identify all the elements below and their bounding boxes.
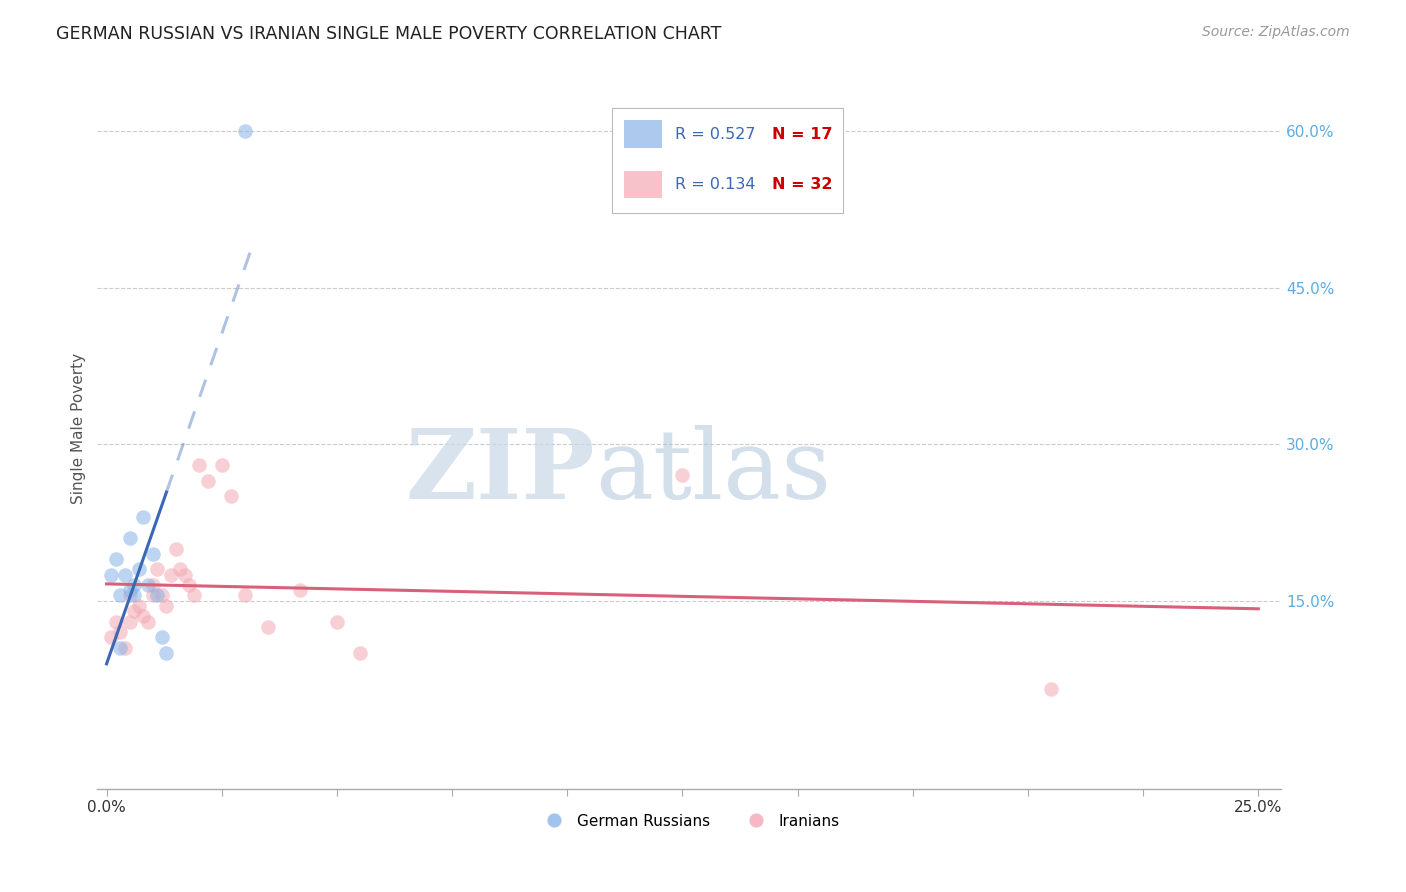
Legend: German Russians, Iranians: German Russians, Iranians [533, 807, 846, 835]
Text: N = 17: N = 17 [772, 127, 832, 142]
Point [100, 630, 122, 644]
Point [256, 620, 278, 634]
Point [118, 589, 141, 603]
Point [671, 468, 693, 483]
Point [187, 458, 209, 472]
Point [110, 589, 132, 603]
Text: Source: ZipAtlas.com: Source: ZipAtlas.com [1202, 25, 1350, 39]
Point [122, 578, 145, 592]
Point [128, 562, 150, 576]
Point [118, 583, 141, 598]
Point [128, 599, 150, 613]
Point [118, 615, 141, 629]
Point [136, 578, 159, 592]
Point [142, 589, 165, 603]
Point [142, 547, 165, 561]
Point [146, 589, 169, 603]
Point [179, 578, 201, 592]
Text: R = 0.134: R = 0.134 [675, 177, 755, 192]
Point [118, 531, 141, 545]
Point [173, 567, 195, 582]
Point [326, 615, 349, 629]
Y-axis label: Single Male Poverty: Single Male Poverty [72, 353, 86, 504]
Point [122, 589, 145, 603]
Point [122, 604, 145, 618]
Text: ZIP: ZIP [405, 425, 595, 519]
Point [211, 458, 233, 472]
Point [165, 541, 187, 556]
Point [183, 589, 205, 603]
Text: GERMAN RUSSIAN VS IRANIAN SINGLE MALE POVERTY CORRELATION CHART: GERMAN RUSSIAN VS IRANIAN SINGLE MALE PO… [56, 25, 721, 43]
Bar [624, 170, 662, 198]
Text: N = 32: N = 32 [772, 177, 832, 192]
Point [1040, 682, 1063, 697]
Point [132, 609, 155, 624]
Point [114, 567, 136, 582]
Point [104, 615, 127, 629]
Point [150, 630, 173, 644]
Point [146, 562, 169, 576]
Point [169, 562, 191, 576]
Bar [624, 120, 662, 148]
Point [219, 489, 242, 503]
Text: atlas: atlas [595, 425, 831, 519]
Point [142, 578, 165, 592]
Point [160, 567, 183, 582]
Point [114, 640, 136, 655]
Text: R = 0.527: R = 0.527 [675, 127, 755, 142]
Point [132, 510, 155, 524]
Point [233, 589, 256, 603]
FancyBboxPatch shape [613, 108, 844, 212]
Point [155, 599, 177, 613]
Point [288, 583, 311, 598]
Point [150, 589, 173, 603]
Point [110, 625, 132, 640]
Point [233, 124, 256, 138]
Point [104, 552, 127, 566]
Point [155, 646, 177, 660]
Point [136, 615, 159, 629]
Point [349, 646, 371, 660]
Point [197, 474, 219, 488]
Point [100, 567, 122, 582]
Point [110, 640, 132, 655]
